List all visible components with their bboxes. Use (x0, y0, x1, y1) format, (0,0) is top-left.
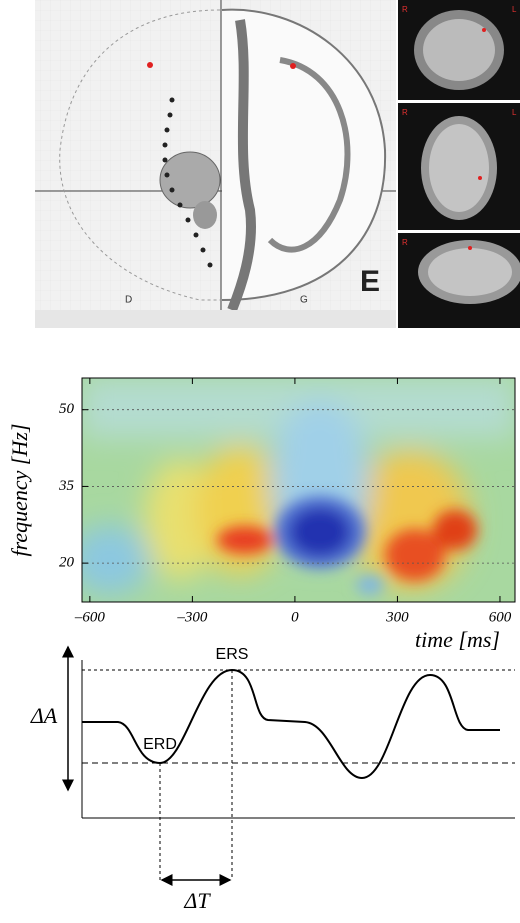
atlas-letter: D (125, 295, 132, 306)
x-axis-label: time [ms] (415, 627, 500, 652)
marker (147, 62, 153, 68)
x-tick-label: –600 (74, 609, 106, 625)
x-tick-label: –300 (176, 609, 208, 625)
y-axis-label: frequency [Hz] (7, 424, 32, 557)
heatmap-blobs (217, 496, 477, 595)
x-tick-label: 0 (291, 609, 299, 625)
spectrogram: time [ms] frequency [Hz] –600 –300 0 300 600… (7, 377, 516, 652)
mri-brain (423, 19, 495, 81)
y-tick-label: 35 (58, 478, 75, 494)
x-tick-label: 300 (385, 609, 409, 625)
electrode-track (162, 97, 213, 268)
marker (290, 63, 296, 69)
atlas-panel: D G E (35, 0, 396, 328)
mri-label: L (512, 108, 517, 117)
mri-label: R (402, 108, 408, 117)
plot-frame (81, 377, 516, 603)
erd-label: ERD (143, 736, 177, 753)
mri-panels: R L R L R (398, 0, 520, 328)
mri-brain (428, 248, 512, 296)
nucleus (193, 201, 217, 229)
cortex (267, 57, 351, 253)
marker (478, 176, 482, 180)
y-tick-label: 50 (59, 401, 75, 417)
atlas-letter: G (300, 295, 308, 306)
mri-label: L (512, 5, 517, 14)
atlas-ruler (35, 310, 396, 328)
heatmap (82, 378, 515, 602)
mri-label: R (402, 5, 408, 14)
y-tick-label: 20 (59, 555, 75, 571)
mri-brain (429, 124, 489, 212)
signal-curve (82, 668, 500, 780)
delta-t-label: ΔT (183, 888, 211, 913)
schematic: ERS ERD ΔA ΔT (30, 645, 515, 913)
marker (482, 28, 486, 32)
brain-outline (59, 9, 221, 301)
brain-outline (221, 8, 387, 301)
x-tick-label: 600 (489, 609, 512, 625)
tract (227, 19, 256, 312)
mri-label: R (402, 238, 408, 247)
nucleus (159, 151, 221, 209)
marker (468, 246, 472, 250)
panel-letter: E (360, 265, 380, 298)
ers-label: ERS (216, 646, 249, 663)
delta-a-label: ΔA (30, 703, 58, 728)
